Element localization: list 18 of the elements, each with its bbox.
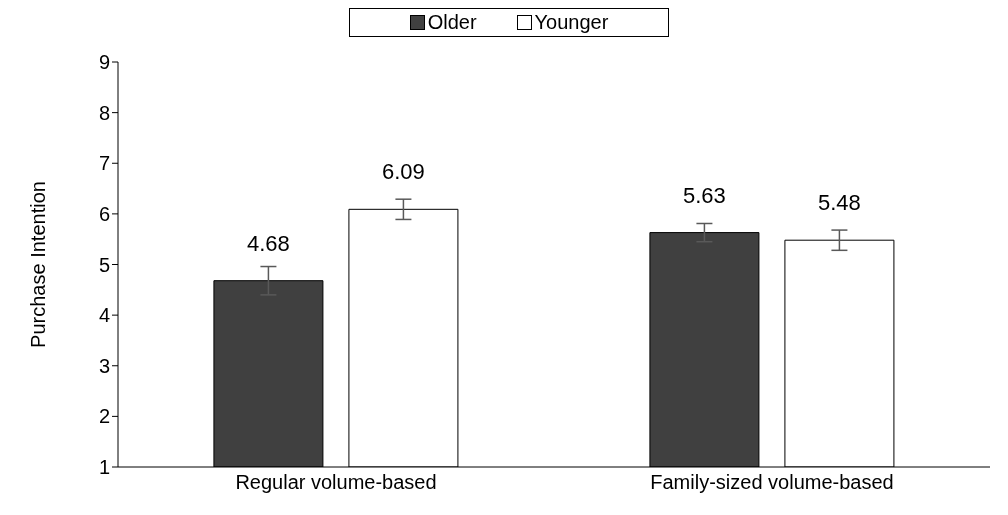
y-tick-label: 4 (98, 304, 110, 327)
legend-label: Younger (533, 11, 609, 34)
y-tick-label: 9 (98, 51, 110, 74)
data-label: 5.63 (683, 182, 726, 208)
y-tick-label: 8 (98, 101, 110, 124)
data-label: 5.48 (818, 190, 861, 216)
legend-label: Older (426, 11, 477, 34)
data-label: 6.09 (382, 159, 425, 185)
y-axis-title: Purchase Intention (27, 181, 50, 348)
x-tick-label: Regular volume-based (235, 471, 437, 494)
y-tick-label: 3 (98, 354, 110, 377)
y-tick-label: 5 (98, 253, 110, 276)
y-tick-label: 2 (98, 405, 110, 428)
y-tick-label: 1 (98, 456, 110, 479)
data-label: 4.68 (247, 230, 290, 256)
y-tick-label: 6 (98, 202, 110, 225)
x-tick-label: Family-sized volume-based (650, 471, 894, 494)
y-tick-label: 7 (98, 152, 110, 175)
